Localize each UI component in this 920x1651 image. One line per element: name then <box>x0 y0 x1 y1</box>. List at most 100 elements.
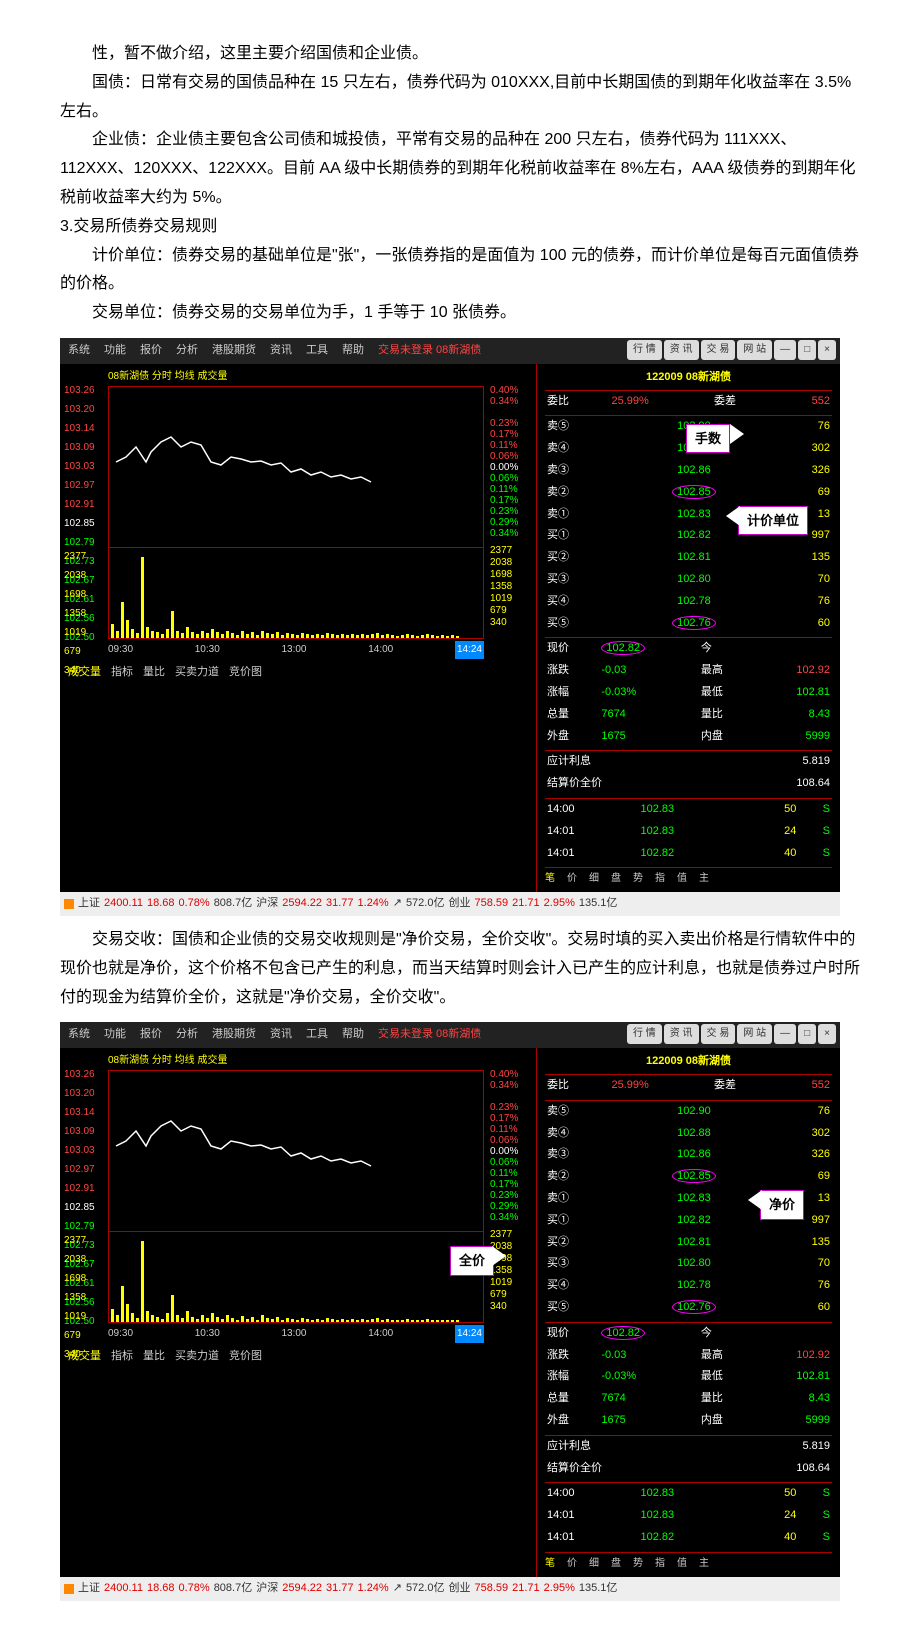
menu-item[interactable]: 分析 <box>176 341 198 361</box>
foot-tab[interactable]: 笔 <box>545 870 555 888</box>
foot-tab[interactable]: 主 <box>699 870 709 888</box>
q-label: 涨跌 <box>545 1345 599 1367</box>
tab-button[interactable]: 交 易 <box>701 1024 736 1044</box>
foot-tab[interactable]: 势 <box>633 1555 643 1573</box>
q-val: 1675 <box>599 1410 699 1432</box>
arrow-icon <box>492 1246 506 1266</box>
tab-button[interactable]: 资 讯 <box>664 340 699 360</box>
tab-button[interactable]: 交 易 <box>701 340 736 360</box>
wc-val: 552 <box>777 391 833 413</box>
min-button[interactable]: — <box>774 1024 796 1044</box>
q-val: -0.03 <box>599 660 699 682</box>
tick-price: 102.83 <box>639 821 751 843</box>
menu-item[interactable]: 报价 <box>140 1025 162 1045</box>
q-label2: 最低 <box>699 682 753 704</box>
tab[interactable]: 量比 <box>143 1347 165 1367</box>
ob-label: 卖① <box>545 504 623 526</box>
q-val: 1675 <box>599 726 699 748</box>
tick-qty: 24 <box>750 1505 798 1527</box>
tab[interactable]: 买卖力道 <box>175 1347 219 1367</box>
ob-label: 买② <box>545 547 623 569</box>
tab[interactable]: 指标 <box>111 1347 133 1367</box>
foot-tab[interactable]: 势 <box>633 870 643 888</box>
close-button[interactable]: × <box>818 1024 836 1044</box>
chart-header: 08新湖债 分时 均线 成交量 <box>108 1052 484 1070</box>
q-val2: 102.81 <box>753 1366 832 1388</box>
heading-3: 3.交易所债券交易规则 <box>60 213 860 242</box>
foot-tab[interactable]: 价 <box>567 1555 577 1573</box>
tab[interactable]: 竞价图 <box>229 663 262 683</box>
tick-qty: 40 <box>750 843 798 865</box>
foot-tab[interactable]: 盘 <box>611 1555 621 1573</box>
ai-val: 5.819 <box>720 1435 832 1457</box>
ob-label: 卖⑤ <box>545 1101 623 1123</box>
min-button[interactable]: — <box>774 340 796 360</box>
max-button[interactable]: □ <box>798 340 816 360</box>
close-button[interactable]: × <box>818 340 836 360</box>
status-bar: 上证2400.11 18.680.78% 808.7亿 沪深2594.22 31… <box>60 892 840 916</box>
x-axis: 09:30 10:30 13:00 14:00 14:24 <box>108 639 484 661</box>
menu-item[interactable]: 功能 <box>104 341 126 361</box>
q-label2: 量比 <box>699 704 753 726</box>
wb-label: 委比 <box>545 391 610 413</box>
foot-tab[interactable]: 盘 <box>611 870 621 888</box>
tick-dir: S <box>798 843 832 865</box>
tab[interactable]: 买卖力道 <box>175 663 219 683</box>
tab-button[interactable]: 资 讯 <box>664 1024 699 1044</box>
tab[interactable]: 量比 <box>143 663 165 683</box>
menu-item[interactable]: 帮助 <box>342 341 364 361</box>
menu-item[interactable]: 系统 <box>68 341 90 361</box>
menu-item[interactable]: 港股期货 <box>212 341 256 361</box>
wc-val: 552 <box>777 1075 833 1097</box>
foot-tab[interactable]: 价 <box>567 870 577 888</box>
ob-label: 买① <box>545 1210 623 1232</box>
callout-full: 全价 <box>450 1246 494 1275</box>
chart-header: 08新湖债 分时 均线 成交量 <box>108 368 484 386</box>
q-label2: 最低 <box>699 1366 753 1388</box>
ob-qty: 76 <box>765 416 832 438</box>
menu-item[interactable]: 工具 <box>306 341 328 361</box>
foot-tab[interactable]: 主 <box>699 1555 709 1573</box>
menu-item[interactable]: 港股期货 <box>212 1025 256 1045</box>
wc-label: 委差 <box>712 391 777 413</box>
idx-label: 上证 <box>78 1579 100 1599</box>
tab[interactable]: 指标 <box>111 663 133 683</box>
tick-time: 14:01 <box>545 843 639 865</box>
mid-pct-col: 0.40%0.34%0.23%0.17%0.11%0.06%0.00%0.06%… <box>488 364 536 893</box>
idx-val: 2400.11 <box>104 1579 143 1599</box>
menu-item[interactable]: 资讯 <box>270 1025 292 1045</box>
tab-button[interactable]: 行 情 <box>627 1024 662 1044</box>
ob-price: 102.85 <box>623 482 765 504</box>
ob-qty: 70 <box>765 1253 832 1275</box>
menu-item[interactable]: 工具 <box>306 1025 328 1045</box>
menu-item[interactable]: 功能 <box>104 1025 126 1045</box>
ob-qty: 69 <box>765 482 832 504</box>
idx-chg: 18.68 <box>147 894 175 914</box>
ob-price: 102.78 <box>623 1275 765 1297</box>
idx-amt: 808.7亿 <box>214 894 253 914</box>
foot-tab[interactable]: 值 <box>677 870 687 888</box>
menu-item[interactable]: 帮助 <box>342 1025 364 1045</box>
tab[interactable]: 竞价图 <box>229 1347 262 1367</box>
y-axis-vol: 23772038169813581019679340 <box>64 1232 86 1364</box>
menu-item[interactable]: 系统 <box>68 1025 90 1045</box>
foot-tab[interactable]: 指 <box>655 870 665 888</box>
menu-item[interactable]: 资讯 <box>270 341 292 361</box>
idx-amt: 808.7亿 <box>214 1579 253 1599</box>
foot-tab[interactable]: 笔 <box>545 1555 555 1573</box>
callout-net: 净价 <box>760 1190 804 1219</box>
tab-button[interactable]: 网 站 <box>737 340 772 360</box>
foot-tab[interactable]: 值 <box>677 1555 687 1573</box>
tick-qty: 50 <box>750 1483 798 1505</box>
ob-price: 102.86 <box>623 1144 765 1166</box>
tab-button[interactable]: 行 情 <box>627 340 662 360</box>
foot-tab[interactable]: 细 <box>589 1555 599 1573</box>
max-button[interactable]: □ <box>798 1024 816 1044</box>
foot-tab[interactable]: 指 <box>655 1555 665 1573</box>
menu-item[interactable]: 报价 <box>140 341 162 361</box>
menu-item[interactable]: 分析 <box>176 1025 198 1045</box>
price-plot <box>108 386 484 548</box>
tab-button[interactable]: 网 站 <box>737 1024 772 1044</box>
q-val: 102.82 <box>599 1323 699 1345</box>
foot-tab[interactable]: 细 <box>589 870 599 888</box>
